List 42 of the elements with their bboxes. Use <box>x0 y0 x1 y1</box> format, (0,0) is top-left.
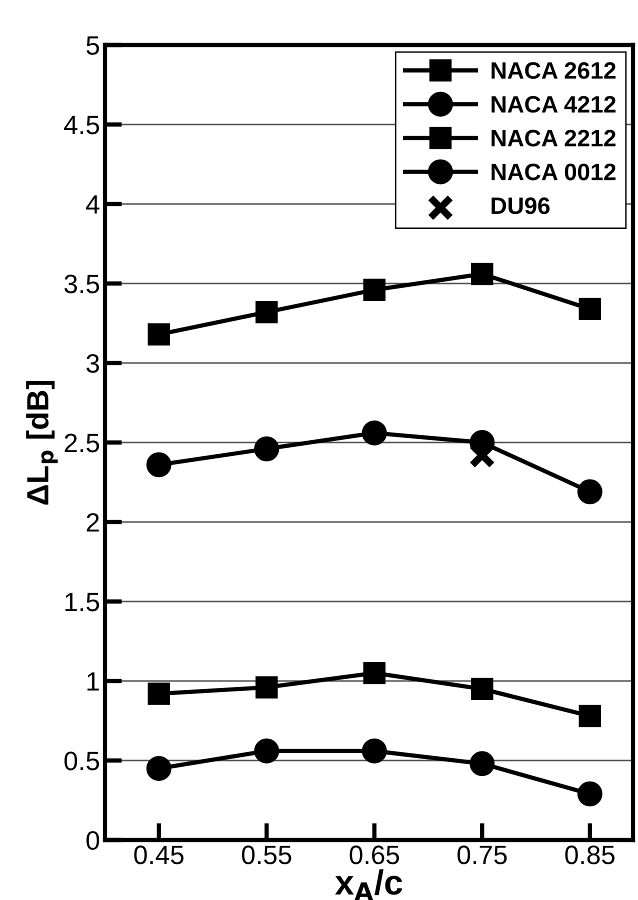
y-tick-label: 2.5 <box>64 434 100 452</box>
point <box>362 738 387 764</box>
y-tick-label: 1 <box>87 672 99 691</box>
x-axis-title: x$_{A}$/c <box>335 869 402 900</box>
point <box>256 301 278 324</box>
y-axis-title: ΔL$_{p}$ [dB] <box>26 380 58 505</box>
point <box>256 676 278 698</box>
x-tick-label: 0.75 <box>457 846 507 864</box>
point <box>362 420 387 446</box>
point <box>146 452 172 478</box>
point <box>363 662 386 684</box>
y-tick-label: 3.5 <box>64 274 100 294</box>
y-tick-label: 0 <box>86 831 100 850</box>
y-tick-label: 5 <box>86 36 100 55</box>
point <box>578 298 602 320</box>
point <box>254 436 280 462</box>
point <box>471 678 494 700</box>
point <box>578 704 602 728</box>
x-tick-label: 0.85 <box>565 846 614 864</box>
point <box>577 781 602 806</box>
y-tick-label: 0.5 <box>64 752 100 770</box>
x-tick-label: 0.55 <box>242 846 292 864</box>
point <box>577 479 602 504</box>
legend-label: DU96 <box>492 197 550 214</box>
legend-label: NACA 2612 <box>492 62 616 79</box>
point <box>148 323 170 346</box>
legend-label: NACA 4212 <box>492 96 616 113</box>
y-tick-label: 1.5 <box>65 592 100 612</box>
point <box>148 682 170 705</box>
point <box>363 278 386 301</box>
point <box>470 751 495 776</box>
y-tick-label: 4.5 <box>64 116 100 134</box>
legend-label: NACA 0012 <box>492 164 616 180</box>
x-tick-label: 0.65 <box>350 846 399 864</box>
y-tick-label: 2 <box>86 513 99 532</box>
y-tick-label: 3 <box>86 354 99 373</box>
legend-label: NACA 2212 <box>492 130 616 146</box>
y-tick-label: 4 <box>86 195 100 214</box>
point <box>471 262 494 286</box>
point <box>146 756 172 781</box>
point <box>254 738 280 764</box>
x-tick-label: 0.45 <box>134 846 184 864</box>
